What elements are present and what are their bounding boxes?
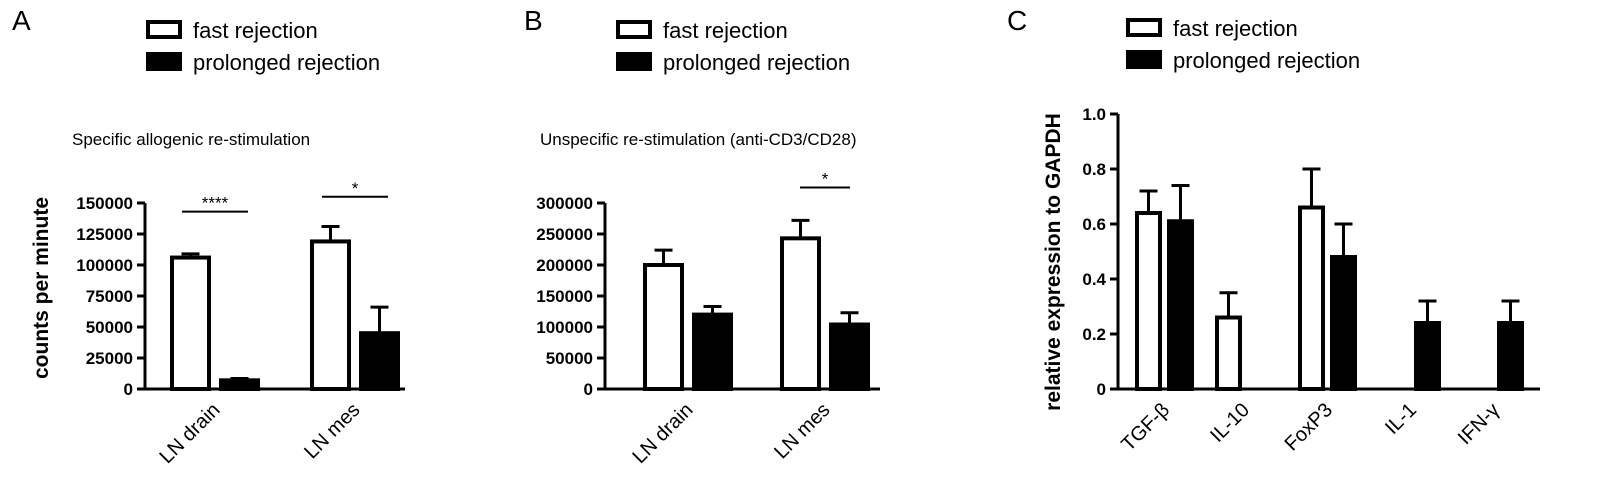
bar-prolonged-2 bbox=[829, 322, 870, 391]
y-tick-label: 100000 bbox=[536, 318, 593, 337]
bar-fast-1 bbox=[170, 255, 211, 391]
y-tick-label: 0.2 bbox=[1082, 325, 1106, 344]
bar-fast-1 bbox=[643, 263, 684, 391]
y-tick-label: 300000 bbox=[536, 194, 593, 213]
y-tick-label: 0 bbox=[1097, 380, 1106, 399]
legend-label: prolonged rejection bbox=[663, 50, 850, 75]
bar-fast-1 bbox=[1135, 211, 1162, 391]
legend-swatch-filled bbox=[1126, 50, 1162, 69]
legend-swatch-open bbox=[1126, 18, 1162, 37]
chart-title: Specific allogenic re-stimulation bbox=[72, 130, 310, 149]
y-tick-label: 25000 bbox=[86, 349, 133, 368]
y-tick-label: 50000 bbox=[86, 318, 133, 337]
y-tick-label: 150000 bbox=[76, 194, 133, 213]
significance-label: **** bbox=[202, 194, 229, 213]
legend-swatch-filled bbox=[616, 52, 652, 71]
bar-prolonged-5 bbox=[1497, 321, 1524, 391]
legend-label: prolonged rejection bbox=[1173, 48, 1360, 73]
legend-label: fast rejection bbox=[663, 18, 788, 43]
y-tick-label: 125000 bbox=[76, 225, 133, 244]
legend-label: prolonged rejection bbox=[193, 50, 380, 75]
x-category-label: LN drain bbox=[629, 399, 698, 468]
panel-letter: C bbox=[1007, 5, 1027, 36]
y-tick-label: 200000 bbox=[536, 256, 593, 275]
x-category-label: IL-1 bbox=[1381, 399, 1421, 439]
y-axis-label: relative expression to GAPDH bbox=[1042, 113, 1065, 411]
y-tick-label: 0 bbox=[124, 380, 133, 399]
y-tick-label: 0 bbox=[584, 380, 593, 399]
y-tick-label: 250000 bbox=[536, 225, 593, 244]
y-tick-label: 150000 bbox=[536, 287, 593, 306]
y-tick-label: 75000 bbox=[86, 287, 133, 306]
bar-fast-2 bbox=[780, 236, 821, 391]
legend-swatch-filled bbox=[146, 52, 182, 71]
x-category-label: LN mes bbox=[300, 399, 364, 463]
legend-swatch-open bbox=[146, 20, 182, 39]
x-category-label: IL-10 bbox=[1206, 399, 1254, 447]
panel-letter: B bbox=[524, 5, 543, 36]
legend-label: fast rejection bbox=[1173, 16, 1298, 41]
y-tick-label: 0.8 bbox=[1082, 160, 1106, 179]
x-category-label: TGF-β bbox=[1117, 399, 1174, 456]
y-tick-label: 50000 bbox=[546, 349, 593, 368]
x-category-label: IFN-γ bbox=[1454, 399, 1504, 449]
bar-prolonged-3 bbox=[1330, 255, 1357, 391]
bar-prolonged-4 bbox=[1414, 321, 1441, 391]
significance-label: * bbox=[352, 179, 359, 198]
bar-fast-2 bbox=[310, 239, 351, 391]
y-tick-label: 0.6 bbox=[1082, 215, 1106, 234]
legend-swatch-open bbox=[616, 20, 652, 39]
x-category-label: FoxP3 bbox=[1281, 399, 1337, 455]
x-category-label: LN drain bbox=[156, 399, 225, 468]
bar-fast-2 bbox=[1215, 315, 1242, 391]
bar-prolonged-1 bbox=[219, 378, 260, 392]
bar-prolonged-2 bbox=[359, 331, 400, 392]
x-category-label: LN mes bbox=[770, 399, 834, 463]
legend-label: fast rejection bbox=[193, 18, 318, 43]
significance-label: * bbox=[822, 170, 829, 189]
y-tick-label: 0.4 bbox=[1082, 270, 1106, 289]
bar-prolonged-1 bbox=[1167, 219, 1194, 391]
bar-prolonged-1 bbox=[692, 312, 733, 392]
y-axis-label: counts per minute bbox=[30, 197, 53, 379]
panel-letter: A bbox=[12, 5, 31, 36]
bar-fast-3 bbox=[1298, 205, 1325, 391]
y-tick-label: 1.0 bbox=[1082, 105, 1106, 124]
chart-title: Unspecific re-stimulation (anti-CD3/CD28… bbox=[540, 130, 856, 149]
y-tick-label: 100000 bbox=[76, 256, 133, 275]
